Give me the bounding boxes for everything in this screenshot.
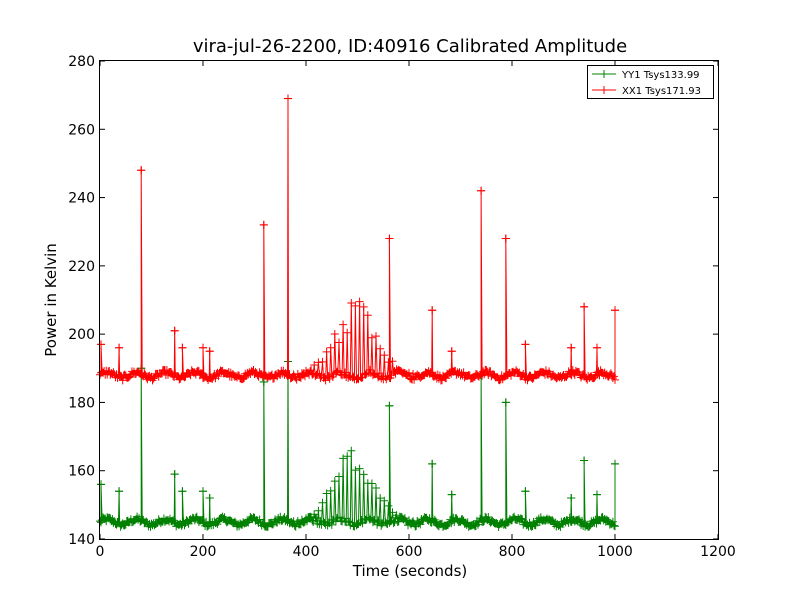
spike-point <box>97 480 106 489</box>
spike-point <box>477 186 486 195</box>
spike-point <box>115 343 124 352</box>
spike-point <box>592 490 601 499</box>
y-tick-label: 140 <box>68 532 95 548</box>
x-tick-label: 200 <box>190 544 217 560</box>
y-tick-label: 160 <box>68 464 95 480</box>
y-tick-label: 280 <box>68 54 95 70</box>
y-tick-label: 180 <box>68 395 95 411</box>
y-axis-label: Power in Kelvin <box>42 243 60 357</box>
spike-point <box>580 456 589 465</box>
spike-point <box>611 459 619 468</box>
plot-frame <box>99 60 719 540</box>
spike-point <box>567 494 576 503</box>
spike-point <box>501 234 510 243</box>
spike-point <box>521 487 530 496</box>
spike-point <box>259 377 268 386</box>
spike-point <box>283 94 292 103</box>
spike-point <box>97 340 106 349</box>
chart-title: vira-jul-26-2200, ID:40916 Calibrated Am… <box>193 36 627 57</box>
spike-point <box>205 494 214 503</box>
spike-point <box>178 343 187 352</box>
y-tick-label: 220 <box>68 259 95 275</box>
spike-point <box>428 306 437 315</box>
x-tick-label: 1000 <box>597 544 633 560</box>
legend-marker <box>600 86 608 94</box>
legend-label: YY1 Tsys133.99 <box>621 70 700 81</box>
spike-point <box>205 347 214 356</box>
spike-point <box>199 343 207 352</box>
spike-point <box>501 398 510 407</box>
spike-point <box>521 340 530 349</box>
y-tick-label: 200 <box>68 327 95 343</box>
x-tick-label: 800 <box>499 544 526 560</box>
spike-point <box>447 490 456 499</box>
spike-point <box>447 347 456 356</box>
spike-point <box>137 166 146 175</box>
series-layer <box>96 94 619 531</box>
x-axis-label: Time (seconds) <box>352 562 468 580</box>
x-tick-label: 0 <box>96 544 105 560</box>
spike-point <box>178 487 187 496</box>
spike-point <box>115 487 124 496</box>
spike-point <box>199 487 207 496</box>
spike-point <box>259 220 268 229</box>
spike-point <box>567 343 576 352</box>
y-tick-label: 260 <box>68 122 95 138</box>
spike-point <box>385 234 394 243</box>
x-tick-label: 400 <box>293 544 320 560</box>
spike-point <box>580 302 589 311</box>
x-tick-label: 600 <box>396 544 423 560</box>
spike-point <box>170 326 179 335</box>
legend-marker <box>600 70 608 78</box>
spike-point <box>611 306 619 315</box>
series-xx1 <box>96 94 619 385</box>
ticks-layer: 0 200 400 600 800 1000 1200 140 160 180 200 220 240 2… <box>68 54 736 560</box>
legend: YY1 Tsys133.99 XX1 Tsys171.93 <box>587 65 714 99</box>
legend-label: XX1 Tsys171.93 <box>622 86 701 97</box>
x-tick-label: 1200 <box>700 544 736 560</box>
spike-point <box>428 459 437 468</box>
spike-point <box>385 401 394 410</box>
spike-point <box>170 470 179 479</box>
spike-point <box>592 343 601 352</box>
legend-box <box>587 65 714 99</box>
y-tick-label: 240 <box>68 191 95 207</box>
